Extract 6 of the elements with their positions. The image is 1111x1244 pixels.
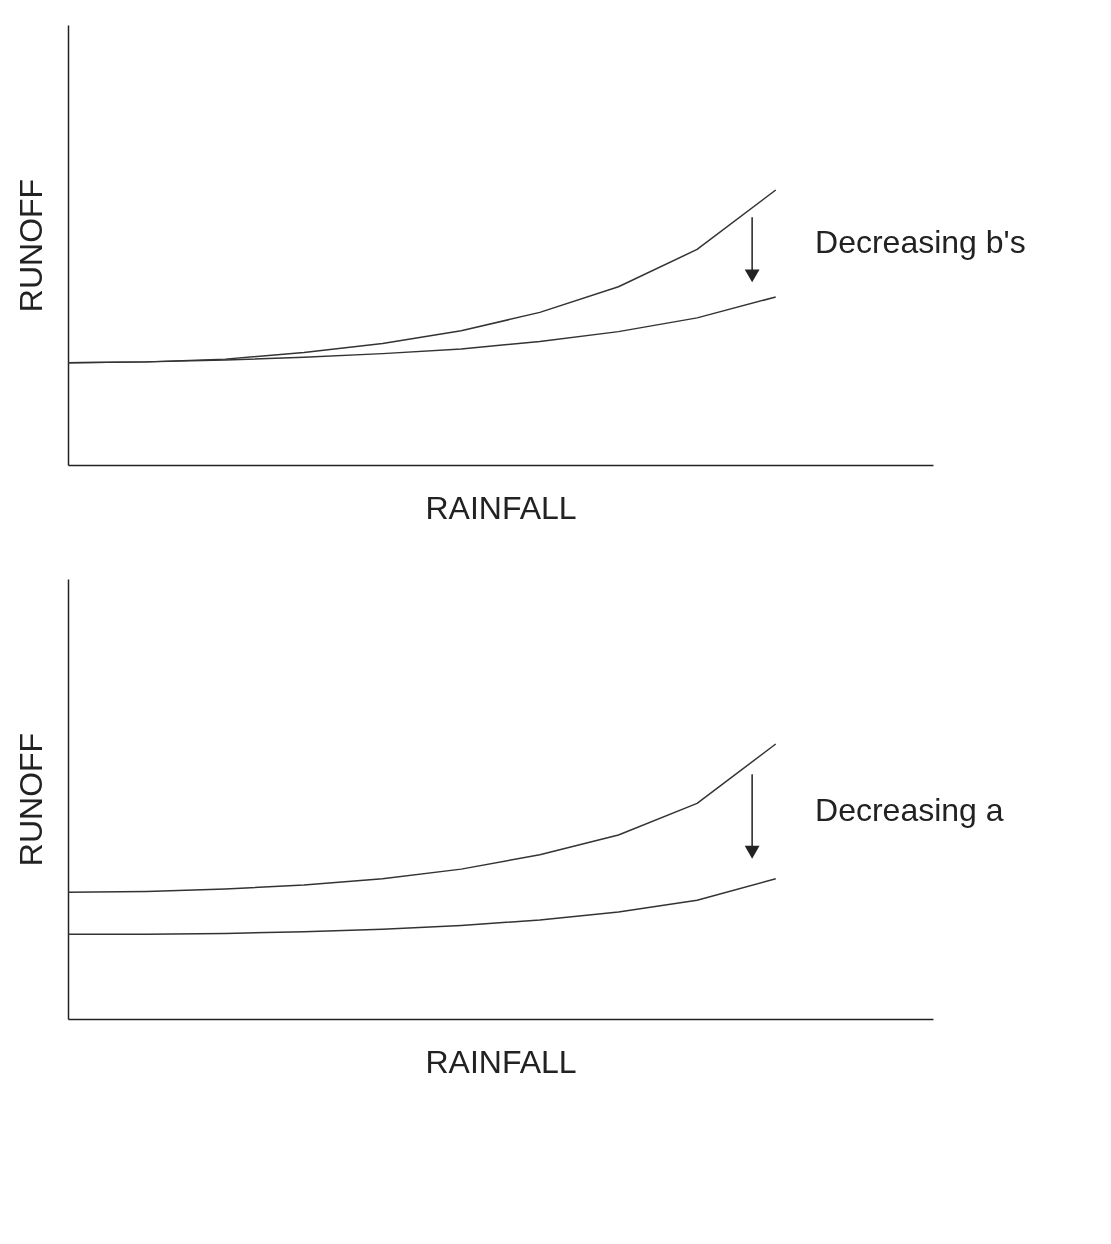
- x-axis-title: RAINFALL: [425, 489, 577, 526]
- annotation: Decreasing b's: [815, 224, 1026, 261]
- x-axis-title: RAINFALL: [425, 1043, 577, 1080]
- annotation: Decreasing a: [815, 792, 1004, 829]
- y-axis-title: RUNOFF: [12, 178, 49, 313]
- y-axis-title: RUNOFF: [12, 732, 49, 867]
